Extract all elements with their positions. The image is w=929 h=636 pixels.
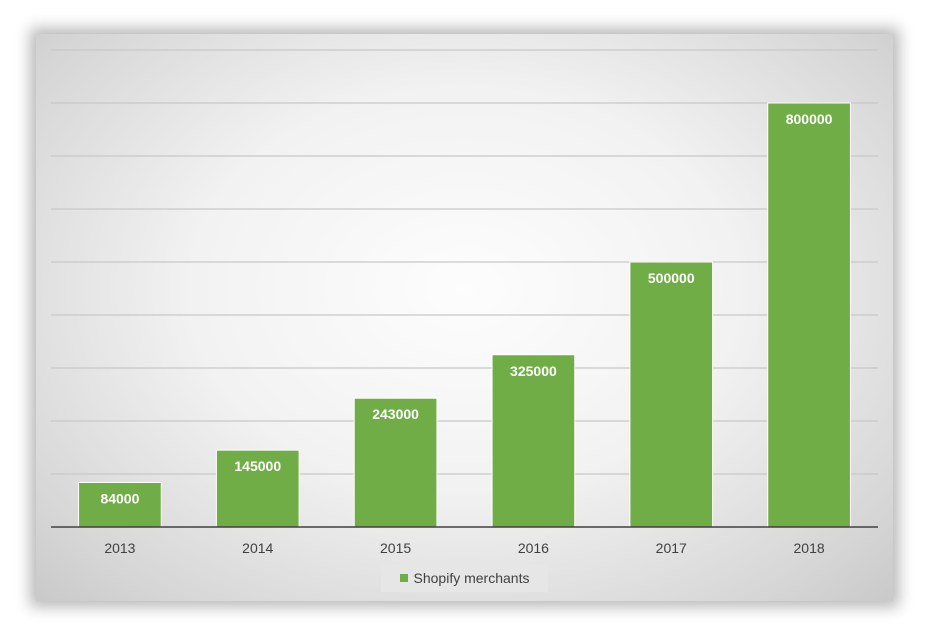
bar-2016: [491, 354, 576, 528]
legend-swatch-shopify-merchants: [399, 574, 408, 582]
data-label-2014: 145000: [234, 458, 281, 474]
data-label-2017: 500000: [648, 270, 695, 286]
data-label-2018: 800000: [786, 111, 833, 127]
x-axis-ticks: 2013 2014 2015 2016 2017 2018: [104, 540, 825, 556]
chart-frame: 84000 145000 243000 325000 500000 800000 2013…: [36, 34, 893, 601]
bars: [78, 102, 851, 528]
x-tick-label-2016: 2016: [518, 540, 549, 556]
legend-label: Shopify merchants: [413, 570, 530, 586]
bar-2013: [78, 481, 162, 528]
data-label-2013: 84000: [100, 490, 139, 506]
data-labels: 84000 145000 243000 325000 500000 800000: [100, 111, 832, 506]
bar-chart: 84000 145000 243000 325000 500000 800000 2013…: [51, 49, 878, 556]
data-label-2015: 243000: [372, 406, 419, 422]
gridlines: [51, 49, 878, 475]
bar-2018: [767, 102, 851, 528]
bar-2017: [629, 261, 714, 528]
x-tick-label-2017: 2017: [656, 540, 687, 556]
legend: Shopify merchants: [381, 564, 548, 592]
x-tick-label-2018: 2018: [794, 540, 825, 556]
data-label-2016: 325000: [510, 363, 557, 379]
x-tick-label-2013: 2013: [104, 540, 135, 556]
x-tick-label-2015: 2015: [380, 540, 411, 556]
x-tick-label-2014: 2014: [242, 540, 273, 556]
